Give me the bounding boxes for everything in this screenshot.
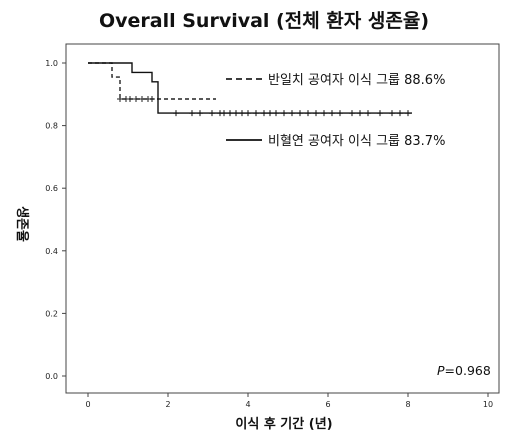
censor-mark bbox=[389, 110, 395, 117]
p-value-symbol: P bbox=[437, 363, 445, 378]
censor-mark bbox=[397, 110, 403, 117]
censor-mark bbox=[281, 110, 287, 117]
censor-mark bbox=[149, 95, 155, 102]
censor-mark bbox=[197, 110, 203, 117]
x-tick-label: 4 bbox=[245, 400, 250, 409]
censor-mark bbox=[357, 110, 363, 117]
x-tick-label: 10 bbox=[483, 400, 493, 409]
y-tick-label: 0.0 bbox=[45, 372, 58, 381]
censor-mark bbox=[337, 110, 343, 117]
censor-mark bbox=[329, 110, 335, 117]
censor-mark bbox=[233, 110, 239, 117]
legend-label-haploidentical: 반일치 공여자 이식 그룹 88.6% bbox=[268, 73, 445, 88]
chart-title: Overall Survival (전체 환자 생존율) bbox=[98, 10, 430, 32]
censor-mark bbox=[227, 110, 233, 117]
x-axis-label: 이식 후 기간 (년) bbox=[235, 416, 332, 432]
censor-mark bbox=[253, 110, 259, 117]
y-tick-label: 0.4 bbox=[45, 247, 58, 256]
y-tick-label: 0.6 bbox=[45, 184, 58, 193]
censor-mark bbox=[365, 110, 371, 117]
x-tick-label: 2 bbox=[165, 400, 170, 409]
y-tick-label: 0.2 bbox=[45, 309, 58, 318]
axis-ticks: 0 2 4 6 8 10 0.0 0.2 0.4 0.6 0.8 1.0 bbox=[45, 59, 493, 409]
censor-mark bbox=[189, 110, 195, 117]
y-tick-label: 0.8 bbox=[45, 122, 58, 131]
censor-mark bbox=[261, 110, 267, 117]
censor-mark bbox=[377, 110, 383, 117]
unrelated-survival-line bbox=[88, 62, 412, 114]
censor-mark bbox=[273, 110, 279, 117]
legend-label-unrelated: 비혈연 공여자 이식 그룹 83.7% bbox=[268, 134, 445, 149]
survival-curves bbox=[88, 62, 412, 117]
censor-mark bbox=[127, 95, 133, 102]
plot-frame bbox=[65, 43, 500, 394]
censor-mark bbox=[313, 110, 319, 117]
censor-mark bbox=[117, 95, 123, 102]
censor-mark bbox=[239, 110, 245, 117]
y-tick-label: 1.0 bbox=[45, 59, 58, 68]
x-tick-label: 8 bbox=[405, 400, 410, 409]
censor-mark bbox=[321, 110, 327, 117]
censor-mark bbox=[173, 110, 179, 117]
censor-mark bbox=[245, 110, 251, 117]
y-axis-label: 생존율 bbox=[14, 206, 30, 242]
censor-mark bbox=[405, 110, 411, 117]
p-value-annotation: P=0.968 bbox=[437, 363, 491, 378]
censor-mark bbox=[133, 95, 139, 102]
censor-mark bbox=[289, 110, 295, 117]
censor-mark bbox=[349, 110, 355, 117]
haploidentical-survival-line bbox=[88, 62, 216, 100]
censor-mark bbox=[267, 110, 273, 117]
x-tick-label: 0 bbox=[85, 400, 90, 409]
censor-mark bbox=[139, 95, 145, 102]
censor-mark bbox=[297, 110, 303, 117]
x-tick-label: 6 bbox=[325, 400, 330, 409]
p-value-number: =0.968 bbox=[445, 363, 491, 378]
censor-mark bbox=[209, 110, 215, 117]
censor-mark bbox=[221, 110, 227, 117]
censor-mark bbox=[305, 110, 311, 117]
